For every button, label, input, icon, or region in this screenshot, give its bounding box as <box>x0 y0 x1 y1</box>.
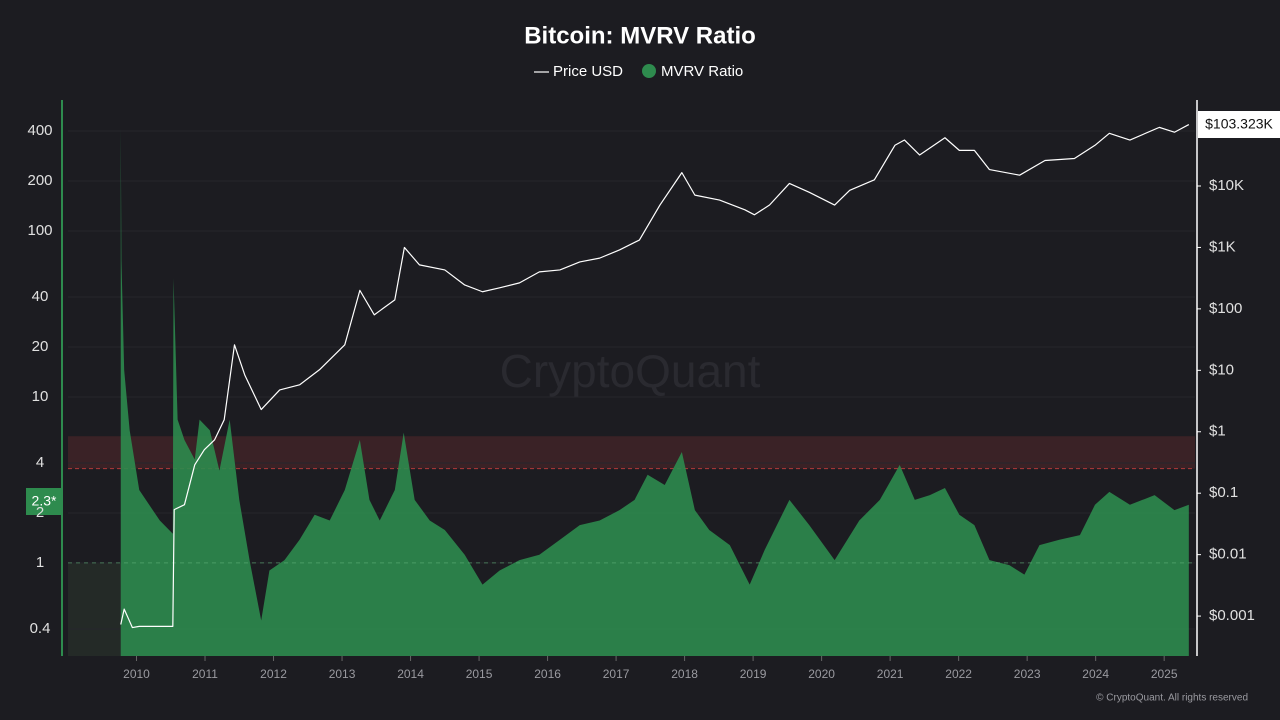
y2-tick-label: $10K <box>1209 177 1244 194</box>
y-tick-label: 20 <box>32 338 49 355</box>
y2-tick-label: $10 <box>1209 361 1234 378</box>
y2-tick-label: $0.01 <box>1209 546 1247 563</box>
x-tick-label: 2016 <box>534 667 561 681</box>
price-line <box>120 124 1190 629</box>
y2-tick-label: $1K <box>1209 238 1236 255</box>
plot-area <box>68 124 1195 657</box>
x-tick-label: 2014 <box>397 667 424 681</box>
y-tick-label: 1 <box>36 554 44 571</box>
y-tick-label: 4 <box>36 454 44 471</box>
watermark: CryptoQuant <box>500 345 761 397</box>
y-tick-label: 2 <box>36 504 44 521</box>
x-tick-label: 2012 <box>260 667 287 681</box>
current-price-badge <box>1198 111 1280 138</box>
footer: © CryptoQuant. All rights reserved <box>1096 693 1248 704</box>
y-tick-label: 400 <box>27 122 52 139</box>
x-tick-label: 2021 <box>877 667 904 681</box>
y2-tick-label: $0.1 <box>1209 484 1238 501</box>
no-data-region <box>68 563 121 656</box>
y-tick-label: 200 <box>27 172 52 189</box>
x-tick-label: 2010 <box>123 667 150 681</box>
y-tick-label: 40 <box>32 288 49 305</box>
x-tick-label: 2024 <box>1082 667 1109 681</box>
x-tick-label: 2017 <box>603 667 630 681</box>
current-mvrv-label: 2.3* <box>32 493 57 509</box>
mvrv-area <box>120 126 1189 657</box>
legend-dot-icon <box>642 64 656 78</box>
legend: Price USD MVRV Ratio <box>534 63 743 80</box>
legend-label[interactable]: Price USD <box>553 63 623 80</box>
y-tick-label: 0.4 <box>30 620 51 637</box>
x-tick-label: 2011 <box>192 667 218 681</box>
x-tick-label: 2022 <box>945 667 972 681</box>
y2-tick-label: $1 <box>1209 423 1226 440</box>
x-tick-label: 2023 <box>1014 667 1041 681</box>
threshold-band <box>68 436 1195 469</box>
current-mvrv-badge <box>26 488 62 515</box>
y2-tick-label: $0.001 <box>1209 607 1255 624</box>
legend-label[interactable]: MVRV Ratio <box>661 63 743 80</box>
current-price-label: $103.323K <box>1205 116 1273 132</box>
x-tick-label: 2018 <box>671 667 698 681</box>
y-tick-label: 100 <box>27 222 52 239</box>
x-tick-label: 2025 <box>1151 667 1178 681</box>
x-tick-label: 2013 <box>329 667 356 681</box>
x-tick-label: 2015 <box>466 667 493 681</box>
x-tick-label: 2020 <box>808 667 835 681</box>
y-tick-label: 10 <box>32 388 49 405</box>
y2-tick-label: $100 <box>1209 300 1242 317</box>
chart-title: Bitcoin: MVRV Ratio <box>524 22 756 49</box>
x-tick-label: 2019 <box>740 667 767 681</box>
